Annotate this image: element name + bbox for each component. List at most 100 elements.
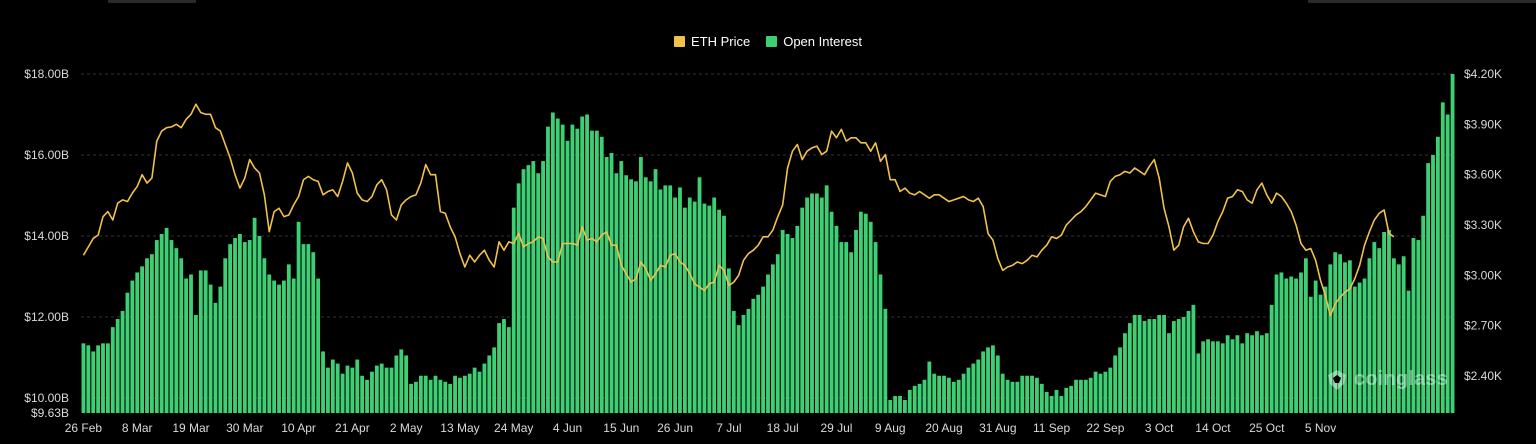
open-interest-bar	[282, 280, 286, 413]
open-interest-bar	[1020, 375, 1025, 413]
open-interest-bar	[726, 268, 731, 413]
open-interest-bar	[326, 367, 330, 413]
open-interest-bar	[115, 319, 120, 413]
open-interest-bar	[629, 179, 633, 413]
open-interest-bar	[614, 173, 619, 413]
open-interest-bar	[521, 169, 526, 413]
open-interest-bar	[492, 347, 497, 413]
open-interest-bar	[986, 347, 990, 413]
open-interest-bar	[1015, 381, 1020, 413]
open-interest-bar	[981, 351, 986, 413]
open-interest-bar	[389, 367, 394, 413]
open-interest-bar	[306, 244, 311, 413]
open-interest-bar	[1294, 278, 1298, 413]
open-interest-bar	[678, 187, 682, 413]
open-interest-bar	[350, 367, 355, 413]
open-interest-bar	[1025, 375, 1030, 413]
legend-label-eth-price: ETH Price	[690, 34, 751, 49]
open-interest-bar	[1176, 319, 1181, 413]
top-tab-left[interactable]	[108, 0, 196, 3]
open-interest-bar	[1152, 319, 1157, 413]
open-interest-bar	[1259, 335, 1264, 413]
open-interest-bar	[1264, 333, 1269, 413]
open-interest-bar	[1245, 333, 1250, 413]
open-interest-bar	[1318, 294, 1323, 413]
open-interest-bar	[947, 377, 951, 413]
open-interest-bar	[291, 278, 296, 413]
open-interest-bar	[966, 367, 971, 413]
open-interest-bar	[917, 383, 922, 413]
open-interest-bar	[1387, 229, 1391, 413]
open-interest-bar	[418, 375, 423, 413]
watermark-text: coinglass	[1354, 368, 1449, 390]
open-interest-bar	[991, 345, 995, 413]
open-interest-bar	[423, 375, 428, 413]
open-interest-bar	[599, 136, 604, 413]
open-interest-bar	[462, 375, 467, 413]
open-interest-bar	[1411, 238, 1416, 413]
open-interest-bar	[580, 116, 585, 413]
legend-item-eth-price[interactable]: ETH Price	[673, 34, 751, 49]
open-interest-bar	[570, 124, 575, 413]
x-axis-tick-label: 18 Jul	[767, 421, 799, 435]
open-interest-bar	[903, 400, 907, 413]
open-interest-bar	[1284, 278, 1289, 413]
open-interest-bar	[956, 379, 961, 413]
x-axis-tick-label: 4 Jun	[553, 421, 582, 435]
top-tab-right[interactable]	[1308, 0, 1536, 3]
legend-item-open-interest[interactable]: Open Interest	[766, 34, 862, 49]
open-interest-bar	[1426, 163, 1431, 413]
open-interest-bar	[844, 242, 849, 413]
open-interest-bar	[472, 367, 477, 413]
open-interest-bar	[1255, 331, 1259, 413]
open-interest-bar	[560, 124, 565, 413]
open-interest-bar	[961, 373, 966, 413]
open-interest-bar	[130, 280, 135, 413]
open-interest-bar	[355, 359, 360, 413]
x-axis-tick-label: 24 May	[494, 421, 533, 435]
open-interest-bar	[1323, 286, 1328, 413]
open-interest-bar	[697, 177, 702, 413]
open-interest-bar	[785, 233, 790, 413]
open-interest-bar	[898, 395, 902, 413]
open-interest-bar	[1201, 341, 1206, 413]
open-interest-bar	[1059, 395, 1064, 413]
chart-legend: ETH Price Open Interest	[0, 34, 1536, 49]
open-interest-bar	[922, 379, 927, 413]
open-interest-bar	[1431, 155, 1435, 413]
open-interest-bar	[878, 274, 883, 413]
open-interest-bar	[1030, 375, 1034, 413]
open-interest-bar	[497, 323, 501, 413]
left-axis-tick-label: $14.00B	[24, 229, 69, 243]
open-interest-bar	[1191, 304, 1196, 413]
open-interest-bar	[213, 302, 218, 413]
x-axis-tick-label: 8 Mar	[122, 421, 153, 435]
open-interest-bar	[1039, 383, 1044, 413]
open-interest-bar	[868, 221, 873, 413]
open-interest-bar	[673, 197, 677, 413]
open-interest-bar	[863, 213, 868, 413]
open-interest-bar	[976, 359, 981, 413]
open-interest-swatch	[766, 36, 778, 47]
open-interest-bar	[321, 351, 325, 413]
open-interest-bar	[819, 197, 824, 413]
open-interest-bar	[932, 373, 937, 413]
open-interest-bar	[272, 280, 277, 413]
open-interest-bar	[467, 373, 472, 413]
open-interest-bar	[1083, 379, 1088, 413]
open-interest-bar	[203, 270, 208, 413]
x-axis-tick-label: 22 Sep	[1086, 421, 1124, 435]
open-interest-bar	[1064, 387, 1069, 413]
open-interest-bar	[1035, 377, 1039, 413]
open-interest-bar	[1000, 373, 1005, 413]
open-interest-bar	[1416, 240, 1421, 413]
open-interest-bar	[140, 266, 145, 413]
open-interest-bar	[565, 140, 570, 413]
open-interest-bar	[502, 319, 506, 413]
open-interest-bar	[1328, 264, 1333, 413]
open-interest-bar	[482, 363, 487, 413]
open-interest-bar	[145, 258, 149, 413]
open-interest-bar	[531, 161, 536, 413]
open-interest-bar	[873, 242, 878, 413]
open-interest-bar	[414, 381, 418, 413]
